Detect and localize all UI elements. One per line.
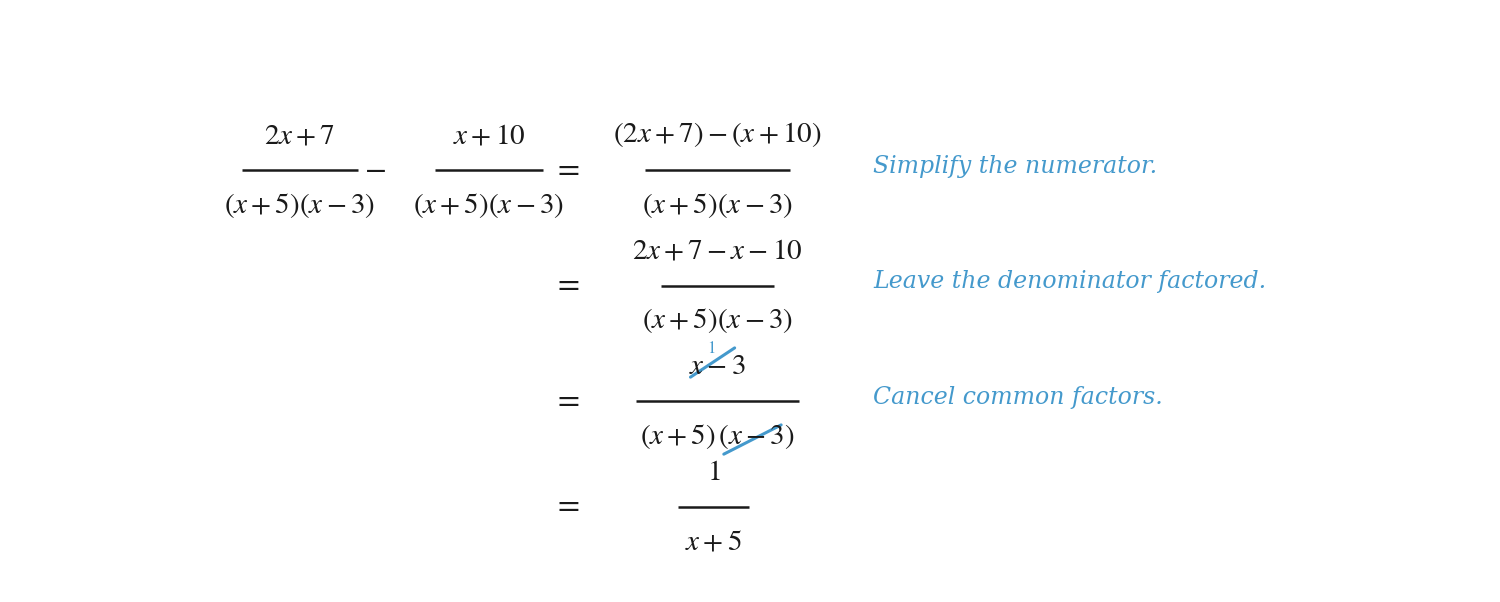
Text: $2x+7-x-10$: $2x+7-x-10$ bbox=[633, 237, 802, 265]
Text: Simplify the numerator.: Simplify the numerator. bbox=[873, 155, 1158, 178]
Text: $=$: $=$ bbox=[554, 384, 580, 415]
Text: $-$: $-$ bbox=[364, 153, 386, 184]
Text: $=$: $=$ bbox=[554, 268, 580, 299]
Text: $(2x+7)-(x+10)$: $(2x+7)-(x+10)$ bbox=[614, 120, 822, 149]
Text: Cancel common factors.: Cancel common factors. bbox=[873, 386, 1162, 409]
Text: $(x+5)(x-3)$: $(x+5)(x-3)$ bbox=[225, 191, 375, 220]
Text: $(x+5)(x-3)$: $(x+5)(x-3)$ bbox=[642, 306, 794, 335]
Text: $=$: $=$ bbox=[554, 153, 580, 184]
Text: $(x+5)(x-3)$: $(x+5)(x-3)$ bbox=[642, 191, 794, 220]
Text: $x+5$: $x+5$ bbox=[686, 527, 742, 555]
Text: $1$: $1$ bbox=[706, 458, 720, 486]
Text: $(x+5)(x-3)$: $(x+5)(x-3)$ bbox=[414, 191, 564, 220]
Text: $1$: $1$ bbox=[706, 339, 716, 357]
Text: $2x+7$: $2x+7$ bbox=[264, 121, 336, 149]
Text: $(x+5)\,(x-3)$: $(x+5)\,(x-3)$ bbox=[640, 422, 795, 451]
Text: $x+10$: $x+10$ bbox=[453, 121, 525, 149]
Text: $x-3$: $x-3$ bbox=[690, 352, 746, 380]
Text: Leave the denominator factored.: Leave the denominator factored. bbox=[873, 270, 1266, 293]
Text: $=$: $=$ bbox=[554, 489, 580, 521]
